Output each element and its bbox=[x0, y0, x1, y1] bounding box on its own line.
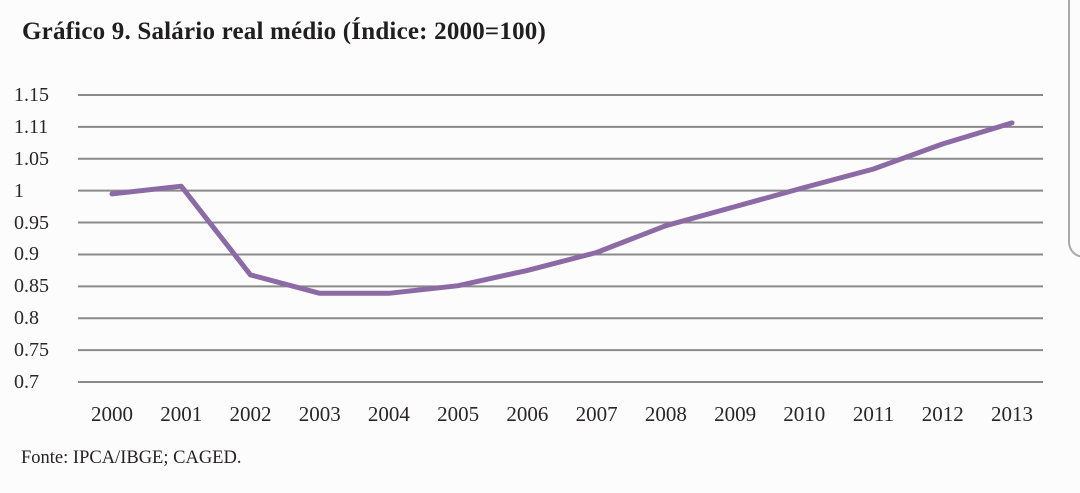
y-tick-label: 1.15 bbox=[14, 84, 49, 106]
y-tick-label: 0.9 bbox=[14, 243, 39, 266]
y-tick-label: 1 bbox=[14, 179, 24, 202]
x-tick-label: 2001 bbox=[160, 402, 203, 426]
x-tick-label: 2000 bbox=[91, 402, 133, 426]
y-tick-label: 0.75 bbox=[14, 339, 49, 362]
y-tick-label: 1.11 bbox=[14, 115, 49, 138]
x-tick-label: 2010 bbox=[783, 402, 826, 426]
x-tick-label: 2011 bbox=[852, 402, 895, 426]
source-note: Fonte: IPCA/IBGE; CAGED. bbox=[21, 448, 242, 468]
x-tick-label: 2004 bbox=[367, 402, 410, 426]
x-tick-label: 2013 bbox=[991, 402, 1033, 426]
y-tick-label: 0.7 bbox=[14, 371, 39, 393]
y-tick-label: 0.8 bbox=[14, 307, 39, 330]
x-tick-label: 2002 bbox=[229, 402, 272, 426]
x-tick-label: 2009 bbox=[714, 402, 757, 426]
x-tick-label: 2012 bbox=[921, 402, 964, 426]
y-tick-label: 0.85 bbox=[14, 275, 49, 298]
scrollbar-thumb[interactable] bbox=[1068, 0, 1080, 258]
x-tick-label: 2006 bbox=[506, 402, 549, 426]
x-tick-label: 2007 bbox=[575, 402, 618, 426]
y-tick-label: 0.95 bbox=[14, 211, 49, 234]
data-line-salario-real-medio bbox=[109, 120, 1015, 296]
x-tick-label: 2008 bbox=[644, 402, 687, 426]
y-tick-label: 1.05 bbox=[14, 147, 49, 170]
x-tick-label: 2005 bbox=[437, 402, 480, 426]
chart-title: Gráfico 9. Salário real médio (Índice: 2… bbox=[22, 18, 547, 45]
x-tick-label: 2003 bbox=[298, 402, 341, 426]
